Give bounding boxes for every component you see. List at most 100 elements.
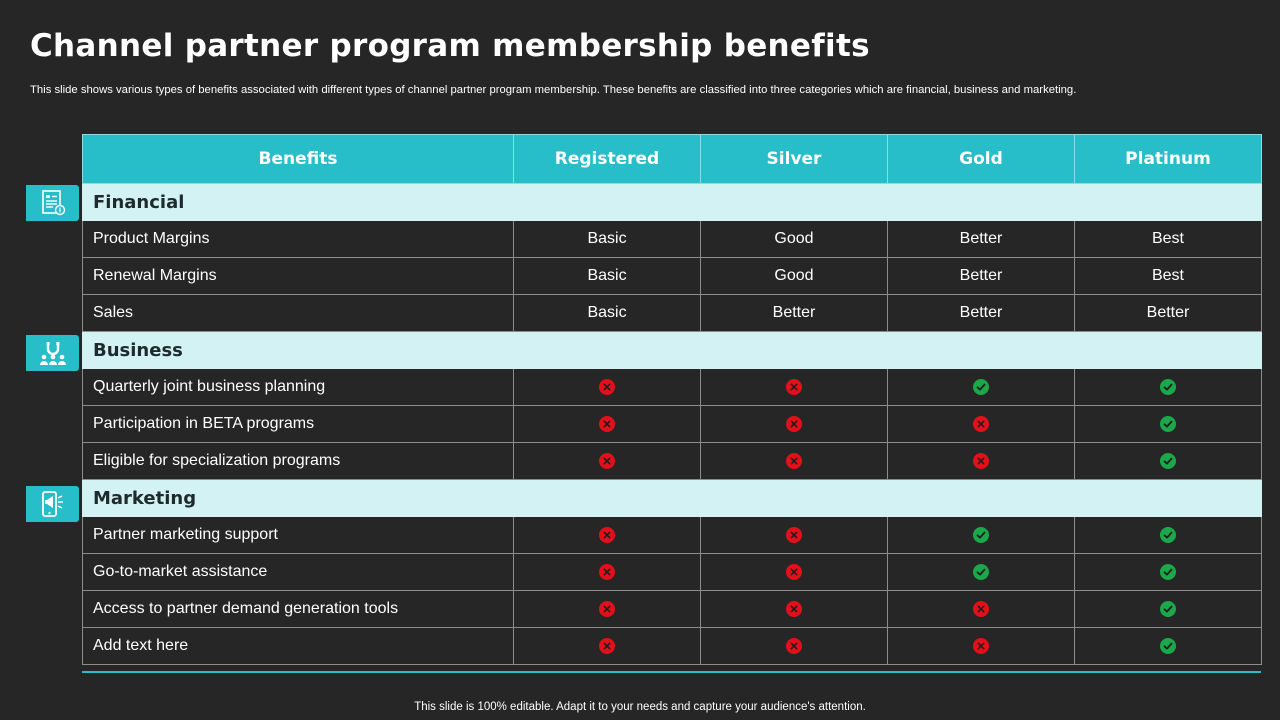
benefit-label: Add text here (82, 627, 514, 665)
check-icon (1160, 526, 1176, 543)
table-header-row: Benefits Registered Silver Gold Platinum (82, 134, 1262, 184)
category-row-business: Business (82, 331, 1262, 369)
tier-cell-platinum (1074, 442, 1262, 480)
check-icon (1160, 600, 1176, 617)
tier-value-gold: Better (887, 220, 1075, 258)
tier-value-gold: Better (887, 257, 1075, 295)
table-row: Access to partner demand generation tool… (82, 590, 1262, 628)
tier-value-platinum: Best (1074, 220, 1262, 258)
tier-cell-registered (513, 516, 701, 554)
cross-icon (599, 637, 615, 654)
tier-cell-platinum (1074, 368, 1262, 406)
cross-icon (786, 452, 802, 469)
category-label: Marketing (82, 479, 1262, 517)
tier-cell-platinum (1074, 553, 1262, 591)
cross-icon (599, 563, 615, 580)
cross-icon (973, 415, 989, 432)
cross-icon (599, 526, 615, 543)
tier-cell-silver (700, 516, 888, 554)
cross-icon (786, 637, 802, 654)
table-row: Sales Basic Better Better Better (82, 294, 1262, 332)
category-row-financial: Financial (82, 183, 1262, 221)
column-header-benefits: Benefits (82, 134, 514, 184)
tier-cell-gold (887, 627, 1075, 665)
cross-icon (786, 415, 802, 432)
tier-cell-platinum (1074, 516, 1262, 554)
tier-cell-gold (887, 590, 1075, 628)
check-icon (973, 563, 989, 580)
check-icon (973, 378, 989, 395)
table-body: Financial Product Margins Basic Good Better B… (82, 183, 1262, 665)
cross-icon (973, 600, 989, 617)
tier-cell-gold (887, 368, 1075, 406)
benefit-label: Renewal Margins (82, 257, 514, 295)
tier-value-registered: Basic (513, 220, 701, 258)
tier-cell-registered (513, 553, 701, 591)
tier-cell-gold (887, 442, 1075, 480)
check-icon (973, 526, 989, 543)
tier-cell-registered (513, 627, 701, 665)
team-magnet-icon (26, 335, 79, 371)
cross-icon (599, 415, 615, 432)
tier-cell-registered (513, 442, 701, 480)
table-row: Participation in BETA programs (82, 405, 1262, 443)
tier-value-silver: Good (700, 257, 888, 295)
tier-value-registered: Basic (513, 257, 701, 295)
page-title: Channel partner program membership benef… (30, 28, 870, 64)
category-label: Business (82, 331, 1262, 369)
tier-cell-platinum (1074, 405, 1262, 443)
footer-note: This slide is 100% editable. Adapt it to… (414, 701, 866, 713)
tier-cell-gold (887, 553, 1075, 591)
table-row: Partner marketing support (82, 516, 1262, 554)
check-icon (1160, 452, 1176, 469)
cross-icon (599, 452, 615, 469)
tier-value-gold: Better (887, 294, 1075, 332)
category-label: Financial (82, 183, 1262, 221)
tier-cell-silver (700, 442, 888, 480)
check-icon (1160, 637, 1176, 654)
tier-cell-platinum (1074, 590, 1262, 628)
category-row-marketing: Marketing (82, 479, 1262, 517)
table-row: Go-to-market assistance (82, 553, 1262, 591)
cross-icon (786, 378, 802, 395)
tier-cell-registered (513, 590, 701, 628)
cross-icon (973, 637, 989, 654)
check-icon (1160, 415, 1176, 432)
check-icon (1160, 563, 1176, 580)
cross-icon (973, 452, 989, 469)
financial-report-icon (26, 185, 79, 221)
benefit-label: Quarterly joint business planning (82, 368, 514, 406)
benefits-table: Benefits Registered Silver Gold Platinum… (82, 134, 1262, 665)
check-icon (1160, 378, 1176, 395)
benefit-label: Go-to-market assistance (82, 553, 514, 591)
tier-value-silver: Good (700, 220, 888, 258)
cross-icon (599, 600, 615, 617)
tier-cell-silver (700, 405, 888, 443)
column-header-registered: Registered (513, 134, 701, 184)
tier-cell-platinum (1074, 627, 1262, 665)
benefit-label: Eligible for specialization programs (82, 442, 514, 480)
page-subtitle: This slide shows various types of benefi… (30, 84, 1077, 96)
cross-icon (786, 563, 802, 580)
mobile-megaphone-icon (26, 486, 79, 522)
tier-cell-silver (700, 368, 888, 406)
cross-icon (786, 600, 802, 617)
benefit-label: Sales (82, 294, 514, 332)
tier-cell-silver (700, 590, 888, 628)
tier-value-silver: Better (700, 294, 888, 332)
tier-cell-registered (513, 368, 701, 406)
table-row: Renewal Margins Basic Good Better Best (82, 257, 1262, 295)
tier-cell-silver (700, 553, 888, 591)
benefit-label: Access to partner demand generation tool… (82, 590, 514, 628)
table-row: Add text here (82, 627, 1262, 665)
table-row: Quarterly joint business planning (82, 368, 1262, 406)
tier-value-registered: Basic (513, 294, 701, 332)
tier-cell-gold (887, 405, 1075, 443)
tier-value-platinum: Best (1074, 257, 1262, 295)
column-header-platinum: Platinum (1074, 134, 1262, 184)
benefit-label: Partner marketing support (82, 516, 514, 554)
cross-icon (599, 378, 615, 395)
column-header-gold: Gold (887, 134, 1075, 184)
benefit-label: Product Margins (82, 220, 514, 258)
table-bottom-border (82, 671, 1261, 673)
